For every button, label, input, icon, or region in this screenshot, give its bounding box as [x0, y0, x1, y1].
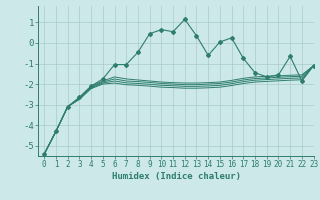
X-axis label: Humidex (Indice chaleur): Humidex (Indice chaleur) — [111, 172, 241, 181]
